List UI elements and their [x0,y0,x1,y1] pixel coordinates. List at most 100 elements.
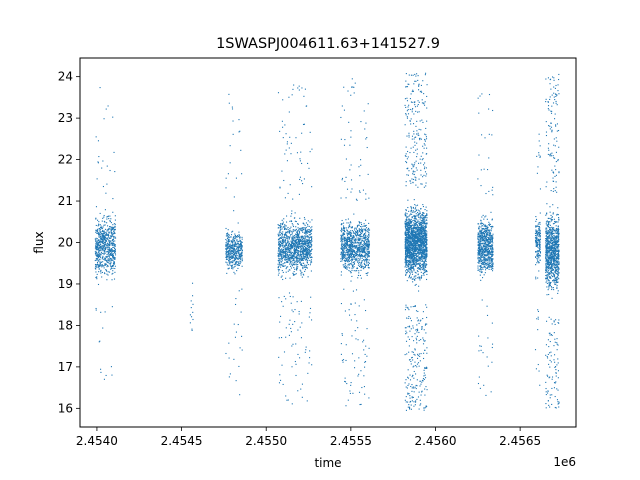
data-point [412,219,414,222]
data-point [368,252,370,254]
data-point [410,220,412,223]
data-point [106,270,108,272]
data-point [288,249,290,251]
data-point [240,245,242,247]
data-point [425,244,427,246]
data-point [288,243,291,245]
data-point [107,251,109,253]
data-point [419,260,421,262]
data-point [364,366,366,368]
data-point [106,233,108,235]
data-point [291,243,293,245]
data-point [340,258,342,260]
data-point [281,264,283,266]
data-point [342,225,345,227]
data-point [285,221,288,223]
data-point [102,327,104,329]
data-point [100,250,102,252]
data-point [235,236,237,238]
data-point [228,245,230,247]
data-point [357,247,359,249]
data-point [110,254,112,256]
data-point [408,241,410,243]
data-point [293,250,295,252]
data-point [95,224,97,227]
data-point [107,248,109,250]
data-point [356,259,358,261]
data-point [416,236,418,239]
data-point [416,235,418,237]
data-point [277,263,279,265]
data-point [358,240,360,242]
data-point [103,258,105,261]
data-point [355,251,357,253]
data-point [233,250,235,252]
data-point [426,234,428,236]
data-point [348,250,350,252]
data-point [415,229,417,231]
data-point [356,267,359,270]
data-point [103,238,105,240]
data-point [300,259,303,262]
data-point [296,261,299,263]
data-point [307,229,309,231]
data-point [357,327,359,329]
data-point [368,229,370,231]
data-point [277,274,279,276]
data-point [364,393,366,395]
data-point [408,231,410,233]
data-point [419,256,421,258]
data-point [283,265,285,267]
data-point [367,264,369,267]
data-point [418,268,421,270]
data-point [420,215,422,217]
data-point [415,236,417,238]
data-point [355,252,357,254]
data-point [241,241,243,243]
data-point [350,234,352,237]
data-point [300,240,302,242]
data-point [424,254,426,256]
data-point [228,376,230,378]
data-point [422,263,424,265]
data-point [106,165,108,167]
data-point [353,236,355,238]
data-point [407,216,409,218]
data-point [349,248,351,250]
data-point [368,229,371,231]
data-point [359,231,361,233]
data-point [285,242,287,244]
data-point [102,236,104,238]
data-point [107,215,109,218]
data-point [303,251,306,253]
data-point [284,246,286,248]
data-point [97,230,99,232]
data-point [411,250,413,252]
data-point [362,247,364,249]
data-point [306,266,308,269]
data-point [96,238,98,240]
data-point [296,259,298,261]
data-point [406,257,408,259]
data-point [282,278,284,281]
data-point [114,244,116,246]
data-point [236,236,238,238]
data-point [233,263,235,265]
data-point [239,347,241,349]
data-point [366,264,368,266]
data-point [407,233,409,235]
data-point [358,261,361,263]
data-point [113,258,115,260]
data-point [365,138,367,140]
data-point [300,243,302,245]
data-point [350,233,352,235]
data-point [356,231,358,233]
data-point [360,277,362,279]
data-point [278,356,280,358]
data-point [345,266,347,268]
data-point [229,260,231,262]
data-point [408,251,410,253]
data-point [100,237,102,239]
data-point [344,240,346,242]
data-point [306,267,308,269]
